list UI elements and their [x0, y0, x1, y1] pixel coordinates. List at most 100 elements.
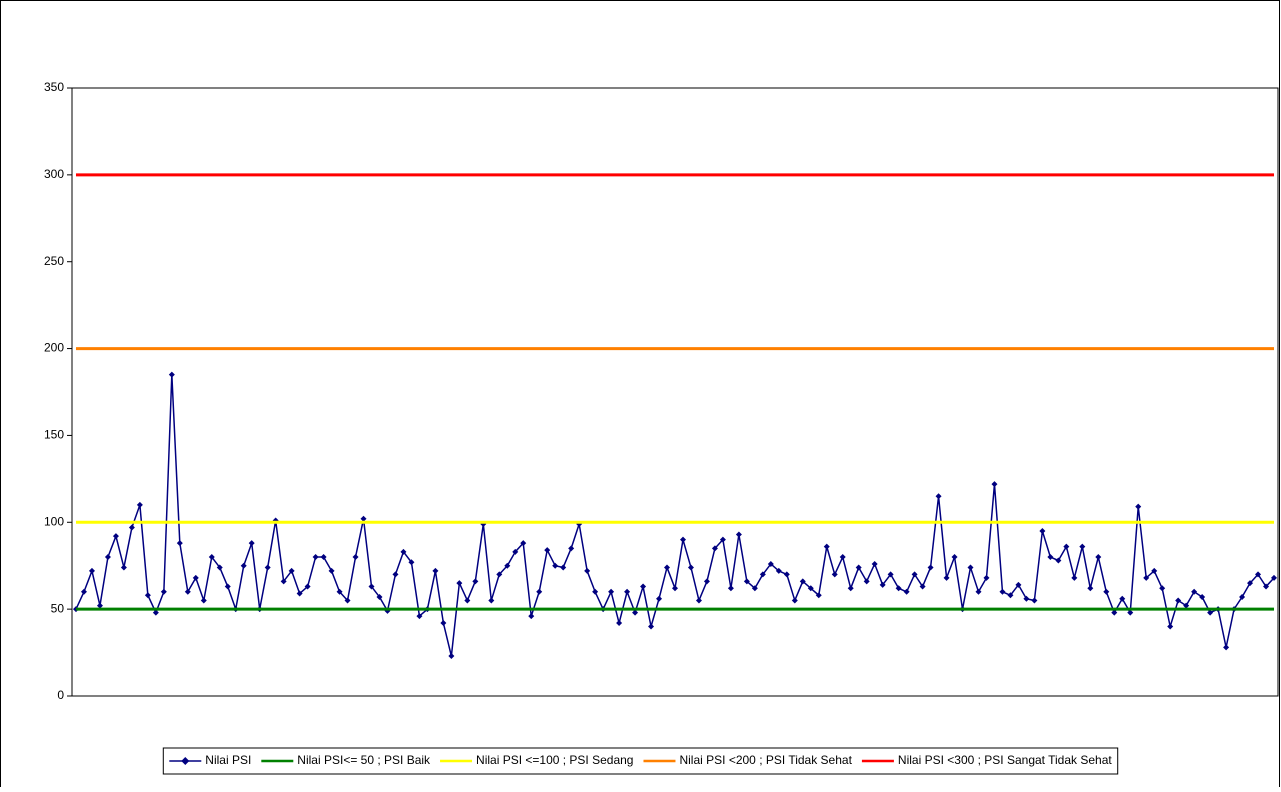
data-point: [783, 571, 790, 578]
data-point: [951, 554, 958, 561]
data-point: [1199, 593, 1206, 600]
data-point: [336, 588, 343, 595]
data-point: [807, 585, 814, 592]
legend-label: Nilai PSI<= 50 ; PSI Baik: [297, 753, 431, 767]
data-point: [496, 571, 503, 578]
data-point: [679, 536, 686, 543]
legend-item: Nilai PSI: [169, 753, 251, 767]
data-point: [719, 536, 726, 543]
data-point: [520, 540, 527, 547]
data-point: [983, 574, 990, 581]
data-point: [1055, 557, 1062, 564]
legend-label: Nilai PSI <300 ; PSI Sangat Tidak Sehat: [898, 753, 1112, 767]
data-point: [416, 613, 423, 620]
data-point: [743, 578, 750, 585]
y-tick-label: 150: [44, 428, 64, 442]
legend-item: Nilai PSI <300 ; PSI Sangat Tidak Sehat: [861, 753, 1112, 767]
data-point: [640, 583, 647, 590]
data-point: [1151, 567, 1158, 574]
data-point: [1183, 602, 1190, 609]
data-point: [1071, 574, 1078, 581]
data-point: [831, 571, 838, 578]
data-point: [160, 588, 167, 595]
data-point: [200, 597, 207, 604]
data-point: [512, 548, 519, 555]
data-point: [1127, 609, 1134, 616]
data-point: [895, 585, 902, 592]
data-point: [759, 571, 766, 578]
data-point: [632, 609, 639, 616]
data-point: [392, 571, 399, 578]
data-point: [616, 620, 623, 627]
data-point: [695, 597, 702, 604]
data-point: [216, 564, 223, 571]
legend-box: [162, 747, 1119, 775]
data-point: [1111, 609, 1118, 616]
data-point: [751, 585, 758, 592]
data-point: [96, 602, 103, 609]
data-point: [703, 578, 710, 585]
data-point: [1007, 592, 1014, 599]
data-point: [1167, 623, 1174, 630]
plot-area: [71, 87, 1279, 697]
data-point: [1079, 543, 1086, 550]
data-point: [376, 593, 383, 600]
data-point: [847, 585, 854, 592]
data-point: [815, 592, 822, 599]
data-point: [1159, 585, 1166, 592]
data-point: [967, 564, 974, 571]
data-point: [472, 578, 479, 585]
data-point: [1223, 644, 1230, 651]
legend-marker: [181, 757, 190, 765]
data-point: [775, 567, 782, 574]
data-point: [1103, 588, 1110, 595]
data-point: [264, 564, 271, 571]
data-point: [128, 524, 135, 531]
data-point: [1207, 609, 1214, 616]
legend-label: Nilai PSI <=100 ; PSI Sedang: [476, 753, 633, 767]
data-point: [1247, 580, 1254, 587]
data-point: [927, 564, 934, 571]
data-point: [711, 545, 718, 552]
data-point: [1087, 585, 1094, 592]
data-point: [592, 588, 599, 595]
data-point: [296, 590, 303, 597]
data-point: [687, 564, 694, 571]
data-point: [919, 583, 926, 590]
data-point: [727, 585, 734, 592]
data-point: [144, 592, 151, 599]
data-point: [1039, 527, 1046, 534]
data-point: [208, 554, 215, 561]
y-tick-label: 250: [44, 254, 64, 268]
y-tick-label: 300: [44, 167, 64, 181]
data-point: [456, 580, 463, 587]
data-point: [991, 481, 998, 488]
data-point: [408, 559, 415, 566]
data-point: [1255, 571, 1262, 578]
data-point: [104, 554, 111, 561]
data-point: [400, 548, 407, 555]
data-point: [152, 609, 159, 616]
data-point: [1135, 503, 1142, 510]
data-point: [488, 597, 495, 604]
data-point: [823, 543, 830, 550]
data-point: [568, 545, 575, 552]
data-point: [192, 574, 199, 581]
data-point: [136, 501, 143, 508]
data-point: [1143, 574, 1150, 581]
data-point: [432, 567, 439, 574]
data-point: [448, 653, 455, 660]
data-point: [248, 540, 255, 547]
data-point: [504, 562, 511, 569]
data-point: [672, 585, 678, 592]
y-tick-label: 100: [44, 514, 64, 528]
data-point: [240, 562, 247, 569]
data-point: [1063, 543, 1070, 550]
data-point: [871, 560, 878, 567]
data-point: [935, 493, 942, 500]
data-point: [184, 588, 191, 595]
data-point: [664, 564, 671, 571]
data-point: [1095, 554, 1102, 561]
data-point: [975, 588, 982, 595]
data-point: [903, 588, 910, 595]
